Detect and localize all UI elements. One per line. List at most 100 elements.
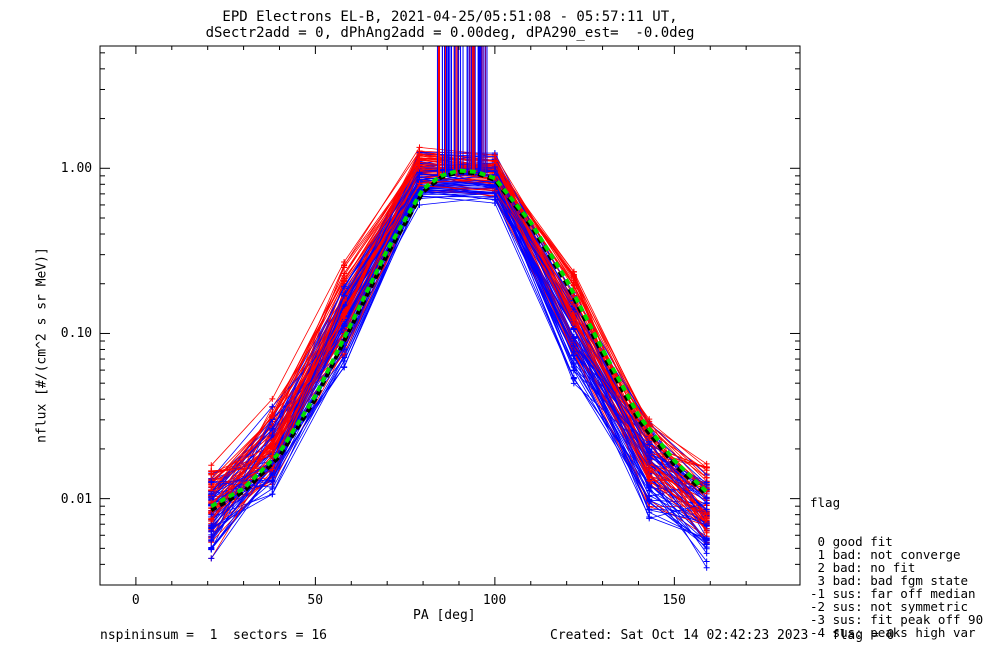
flux-point-marker <box>208 462 215 469</box>
legend-items: 0 good fit 1 bad: not converge 2 bad: no… <box>810 535 983 639</box>
legend-item: 0 good fit <box>810 534 893 549</box>
flux-trace <box>210 174 707 540</box>
flux-point-marker <box>269 484 276 491</box>
flux-point-marker <box>208 536 215 543</box>
flux-trace <box>211 172 707 498</box>
flux-point-marker <box>646 515 653 522</box>
x-tick-label: 100 <box>482 593 507 608</box>
y-axis-label: nflux [#/(cm^2 s sr MeV)] <box>34 247 50 443</box>
flux-point-marker <box>646 450 653 457</box>
flux-point-marker <box>703 500 710 507</box>
flux-point-marker <box>416 144 423 151</box>
flux-point-marker <box>208 470 215 477</box>
legend-item: 3 bad: bad fgm state <box>810 573 969 588</box>
flux-point-marker <box>646 487 653 494</box>
flux-point-marker <box>703 463 710 470</box>
flux-trace <box>211 176 707 543</box>
flux-point-marker <box>208 527 215 534</box>
flux-point-marker <box>491 194 498 201</box>
flux-trace <box>211 169 708 533</box>
fit-curves <box>210 168 709 513</box>
flux-trace <box>210 172 707 532</box>
flux-trace <box>211 178 707 548</box>
flux-point-marker <box>269 411 276 418</box>
flux-point-marker <box>703 558 710 565</box>
flux-trace <box>211 174 708 541</box>
flux-point-marker <box>703 544 710 551</box>
flux-point-marker <box>646 474 653 481</box>
flux-trace <box>211 187 707 537</box>
flux-point-marker <box>208 491 215 498</box>
flux-point-marker <box>269 403 276 410</box>
flux-point-marker <box>269 466 276 473</box>
flux-trace <box>210 190 707 550</box>
flux-trace <box>210 193 707 542</box>
legend-item: -3 sus: fit peak off 90 <box>810 612 984 627</box>
flux-point-marker <box>416 173 423 180</box>
flux-point-marker <box>269 432 276 439</box>
legend-item: -2 sus: not symmetric <box>810 599 969 614</box>
x-axis-ticks <box>135 46 747 585</box>
flux-point-marker <box>341 364 348 371</box>
legend-item: 1 bad: not converge <box>810 547 961 562</box>
flux-point-marker <box>208 546 215 553</box>
flux-trace-bundle <box>208 46 710 571</box>
flux-point-marker <box>269 395 276 402</box>
flux-point-marker <box>416 159 423 166</box>
flux-point-marker <box>703 494 710 501</box>
flux-trace <box>210 182 708 538</box>
legend-item: 2 bad: no fit <box>810 560 916 575</box>
flux-point-marker <box>341 292 348 299</box>
x-axis-label: PA [deg] <box>413 608 476 623</box>
flux-point-marker <box>341 323 348 330</box>
flux-trace <box>210 181 707 541</box>
legend-item: -1 sus: far off median <box>810 586 976 601</box>
flux-point-marker <box>570 374 577 381</box>
flux-trace <box>210 195 707 549</box>
flux-trace <box>210 169 707 541</box>
flux-trace <box>210 181 707 538</box>
flux-point-marker <box>703 564 710 571</box>
flux-point-marker <box>341 277 348 284</box>
legend-item: -4 sus: peaks high var <box>810 625 976 640</box>
flux-point-marker <box>208 555 215 562</box>
flux-point-marker <box>570 325 577 332</box>
flux-trace <box>211 186 708 554</box>
flux-point-marker <box>703 516 710 523</box>
flux-point-marker <box>570 319 577 326</box>
flux-point-marker <box>646 506 653 513</box>
flux-point-marker <box>341 262 348 269</box>
flux-trace <box>211 174 707 544</box>
flux-trace <box>211 166 708 543</box>
flag-legend: flag 0 good fit 1 bad: not converge 2 ba… <box>810 470 983 652</box>
flux-point-marker <box>703 537 710 544</box>
flux-point-marker <box>646 456 653 463</box>
y-tick-label: 0.10 <box>60 326 93 342</box>
flux-point-marker <box>208 516 215 523</box>
y-axis-ticks <box>100 52 800 586</box>
flux-trace <box>211 186 707 543</box>
flux-trace <box>210 181 707 545</box>
flux-trace <box>211 178 707 539</box>
flux-point-marker <box>570 277 577 284</box>
flux-point-marker <box>646 497 653 504</box>
flux-point-marker <box>341 315 348 322</box>
flux-trace <box>211 167 708 536</box>
flux-trace <box>211 192 708 568</box>
flux-trace <box>211 186 708 545</box>
flux-trace <box>211 191 708 541</box>
flux-trace <box>211 170 707 539</box>
flux-point-marker <box>646 464 653 471</box>
flux-point-marker <box>341 270 348 277</box>
chart-title-line2: dSectr2add = 0, dPhAng2add = 0.00deg, dP… <box>205 25 695 41</box>
flux-trace <box>211 191 708 562</box>
y-tick-label: 0.01 <box>60 491 93 507</box>
flux-trace <box>211 169 708 528</box>
flux-point-marker <box>570 352 577 359</box>
flux-point-marker <box>570 367 577 374</box>
flux-trace <box>211 187 707 550</box>
flux-point-marker <box>416 180 423 187</box>
plot-frame <box>99 45 801 586</box>
footer-left: nspininsum = 1 sectors = 16 <box>100 628 327 643</box>
